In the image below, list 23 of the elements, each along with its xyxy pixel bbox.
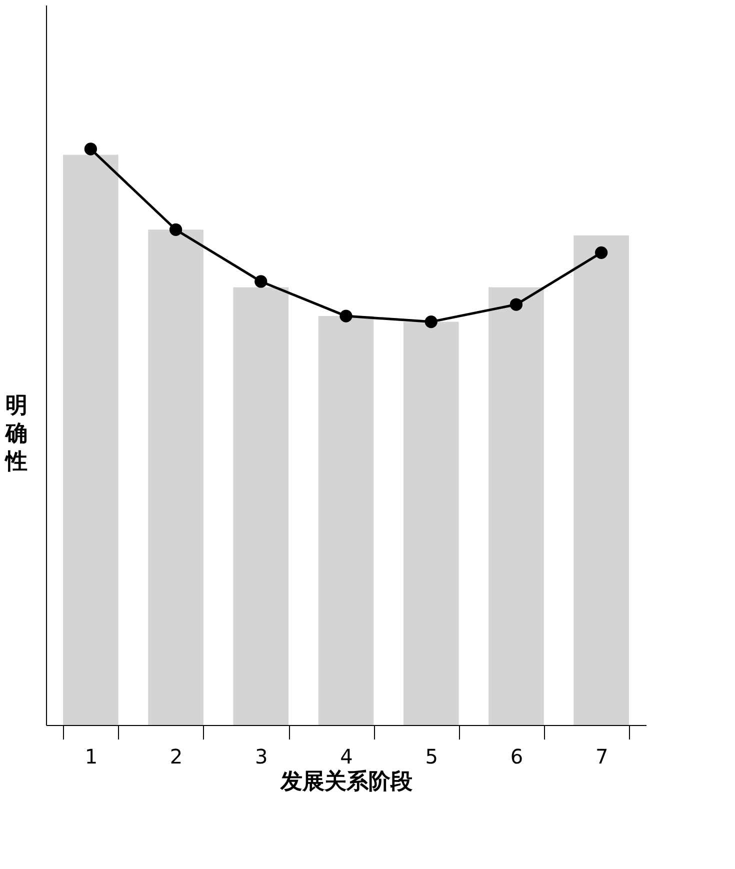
point [84, 142, 98, 156]
x-tick-label: 1 [84, 744, 98, 768]
bar [148, 230, 204, 725]
x-tick-label: 7 [595, 744, 608, 768]
point [510, 298, 523, 311]
x-tick-label: 6 [510, 744, 524, 768]
point [340, 310, 352, 322]
point [254, 275, 268, 288]
point [594, 246, 608, 259]
bar [233, 287, 289, 725]
x-tick-label: 4 [340, 744, 353, 768]
x-tick-label: 5 [425, 744, 438, 768]
bar [574, 235, 629, 725]
bar [63, 154, 118, 725]
point [169, 223, 182, 236]
bar [403, 322, 459, 725]
point [424, 315, 438, 328]
bar [488, 287, 544, 725]
x-axis-title: 发展关系阶段 [280, 770, 414, 794]
x-tick-label: 2 [170, 744, 183, 768]
bar [318, 316, 374, 725]
x-tick-label: 3 [255, 744, 268, 768]
y-axis-title: 明确性 [4, 394, 28, 474]
